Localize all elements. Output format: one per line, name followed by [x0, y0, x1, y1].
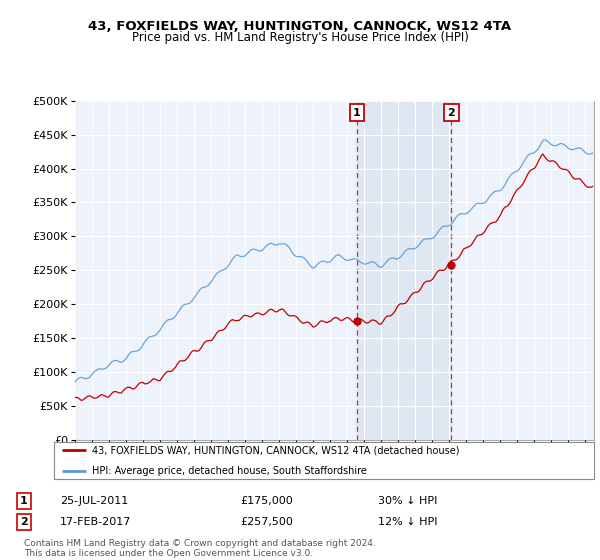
Text: HPI: Average price, detached house, South Staffordshire: HPI: Average price, detached house, Sout…: [92, 466, 367, 476]
Text: 43, FOXFIELDS WAY, HUNTINGTON, CANNOCK, WS12 4TA (detached house): 43, FOXFIELDS WAY, HUNTINGTON, CANNOCK, …: [92, 445, 460, 455]
Text: Price paid vs. HM Land Registry's House Price Index (HPI): Price paid vs. HM Land Registry's House …: [131, 31, 469, 44]
Text: 30% ↓ HPI: 30% ↓ HPI: [378, 496, 437, 506]
Text: 1: 1: [20, 496, 28, 506]
Text: £257,500: £257,500: [240, 517, 293, 527]
Text: This data is licensed under the Open Government Licence v3.0.: This data is licensed under the Open Gov…: [24, 549, 313, 558]
Text: 2: 2: [448, 108, 455, 118]
Text: 17-FEB-2017: 17-FEB-2017: [60, 517, 131, 527]
Text: 12% ↓ HPI: 12% ↓ HPI: [378, 517, 437, 527]
Text: 1: 1: [353, 108, 361, 118]
Bar: [357, 101, 451, 440]
Text: Contains HM Land Registry data © Crown copyright and database right 2024.: Contains HM Land Registry data © Crown c…: [24, 539, 376, 548]
Text: 2: 2: [20, 517, 28, 527]
Text: £175,000: £175,000: [240, 496, 293, 506]
Text: 25-JUL-2011: 25-JUL-2011: [60, 496, 128, 506]
Text: 43, FOXFIELDS WAY, HUNTINGTON, CANNOCK, WS12 4TA: 43, FOXFIELDS WAY, HUNTINGTON, CANNOCK, …: [88, 20, 512, 32]
